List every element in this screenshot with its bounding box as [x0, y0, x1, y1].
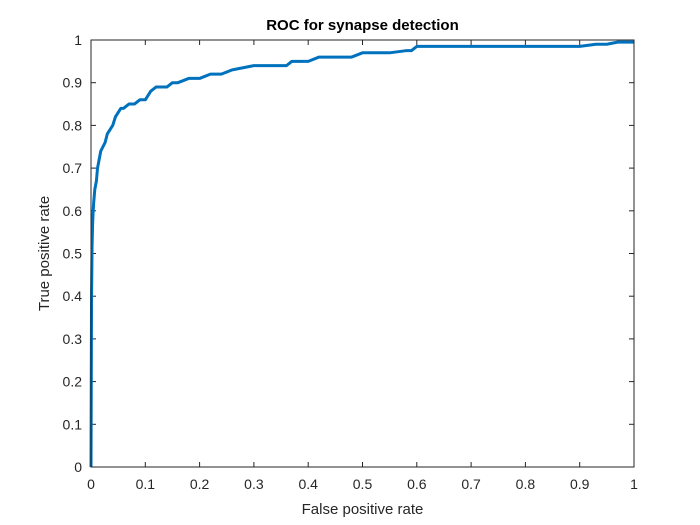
x-tick-label: 0.4 [298, 476, 318, 492]
x-tick-label: 0.2 [190, 476, 210, 492]
y-tick-label: 0.9 [63, 75, 83, 91]
y-tick-label: 0.5 [63, 246, 83, 262]
roc-curve [89, 40, 634, 468]
y-tick-label: 0 [74, 459, 82, 475]
x-axis-label: False positive rate [302, 501, 424, 518]
y-tick-label: 0.6 [63, 203, 83, 219]
plot-area [91, 40, 634, 467]
y-axis-label: True positive rate [36, 196, 53, 311]
axes-box [90, 39, 635, 468]
chart-title: ROC for synapse detection [266, 17, 459, 34]
y-tick-label: 0.8 [63, 117, 83, 133]
x-tick-label: 0.5 [353, 476, 373, 492]
x-tick-label: 0.9 [570, 476, 590, 492]
y-tick-label: 0.7 [63, 160, 83, 176]
y-axis-ticks: 0 0.1 0.2 0.3 0.4 0.5 0.6 0.7 0.8 0.9 1 [63, 32, 634, 475]
x-tick-label: 0.8 [516, 476, 536, 492]
x-tick-label: 0.7 [461, 476, 481, 492]
y-tick-label: 0.3 [63, 331, 83, 347]
x-axis-ticks: 0 0.1 0.2 0.3 0.4 0.5 0.6 0.7 0.8 0.9 1 [87, 40, 638, 492]
x-tick-label: 0.6 [407, 476, 427, 492]
x-tick-label: 1 [630, 476, 638, 492]
y-tick-label: 0.1 [63, 416, 83, 432]
y-tick-label: 0.4 [63, 288, 83, 304]
y-tick-label: 1 [74, 32, 82, 48]
y-tick-label: 0.2 [63, 374, 83, 390]
x-tick-label: 0 [87, 476, 95, 492]
x-tick-label: 0.1 [136, 476, 156, 492]
x-tick-label: 0.3 [244, 476, 264, 492]
